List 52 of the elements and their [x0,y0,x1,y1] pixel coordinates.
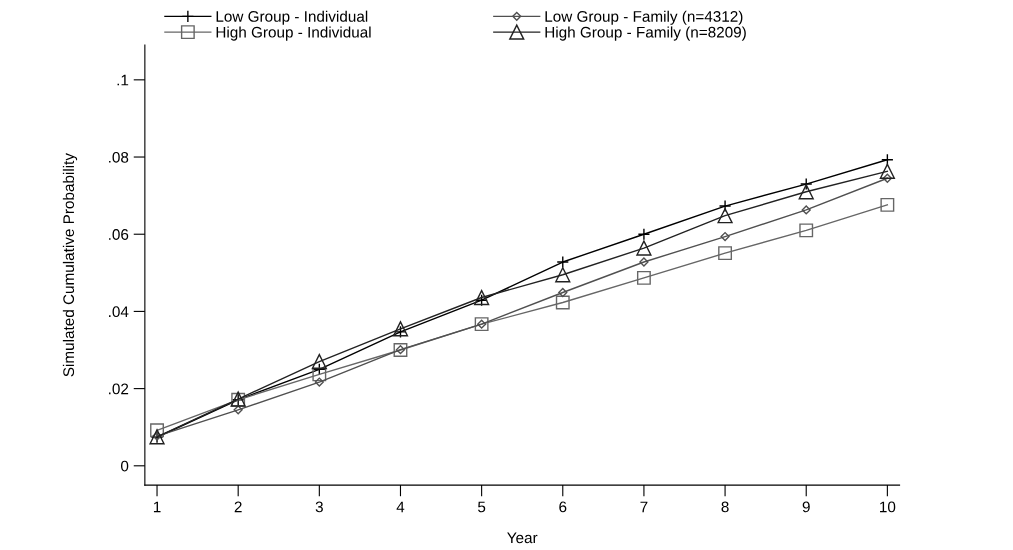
point [718,246,733,261]
y-tick-label: .02 [109,383,129,395]
point [555,267,571,283]
point [799,223,814,238]
point [879,163,896,179]
point [392,321,409,337]
point [636,270,651,285]
point [312,367,327,382]
y-tick-label: .1 [117,74,129,86]
legend-label: High Group - Individual [216,26,371,41]
y-tick-label: .08 [109,151,129,163]
point [636,240,652,256]
y-axis-title: Simulated Cumulative Probability [62,153,78,377]
point [150,423,164,438]
point [555,295,570,310]
legend-label: Low Group - Individual [216,10,368,25]
x-tick-label: 2 [234,501,242,513]
legend-label: Low Group - Family (n=4312) [545,10,743,25]
point [311,353,327,370]
x-tick-label: 8 [721,501,729,513]
x-tick-label: 10 [880,501,896,513]
x-tick-label: 3 [315,501,323,513]
x-tick-label: 4 [396,501,405,513]
x-tick-label: 7 [640,501,648,513]
x-tick-label: 1 [153,501,161,513]
point [475,293,488,307]
x-tick-label: 9 [802,501,810,513]
point [799,177,813,191]
point [558,287,568,298]
y-tick-label: 0 [120,460,129,472]
point [720,231,730,242]
point [718,199,732,213]
point [881,153,894,166]
point [717,208,733,224]
point [314,377,324,387]
point [882,173,892,183]
y-tick-label: .06 [109,229,129,240]
point [556,255,570,269]
x-tick-label: 6 [559,501,567,513]
point [394,325,407,339]
point [639,257,649,267]
y-tick-label: .04 [109,306,129,318]
x-tick-label: 5 [477,501,486,513]
point [637,227,651,241]
point [798,184,814,200]
point [880,197,895,212]
x-axis-title: Year [507,532,538,544]
point [801,205,811,215]
point [233,405,243,415]
legend-label: High Group - Family (n=8209) [545,26,746,41]
point [473,289,490,306]
point [313,363,326,376]
